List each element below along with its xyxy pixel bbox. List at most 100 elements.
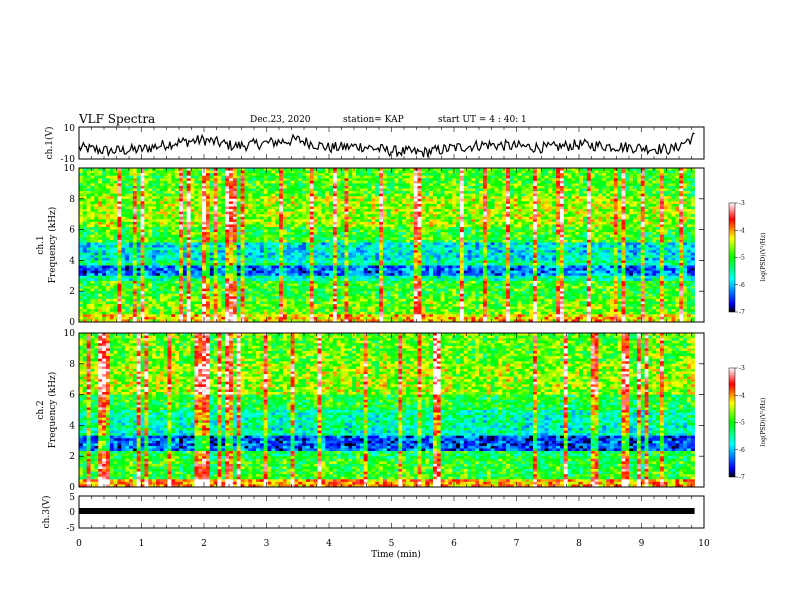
spectrogram-cell — [171, 196, 175, 199]
spectrogram-cell — [137, 196, 141, 199]
spectrogram-cell — [587, 176, 591, 179]
spectrogram-cell — [641, 178, 645, 181]
spectrogram-cell — [206, 186, 210, 189]
spectrogram-cell — [329, 194, 333, 197]
spectrogram-cell — [610, 183, 614, 186]
spectrogram-cell — [468, 199, 472, 202]
spectrogram-cell — [691, 191, 695, 194]
spectrogram-cell — [537, 189, 541, 192]
spectrogram-cell — [660, 189, 664, 192]
spectrogram-cell — [144, 178, 148, 181]
spectrogram-cell — [591, 191, 595, 194]
spectrogram-cell — [556, 189, 560, 192]
spectrogram-cell — [664, 171, 668, 174]
spectrogram-cell — [595, 183, 599, 186]
spectrogram-cell — [595, 186, 599, 189]
spectrogram-cell — [87, 173, 91, 176]
spectrogram-cell — [668, 194, 672, 197]
spectrogram-cell — [395, 181, 399, 184]
spectrogram-cell — [491, 181, 495, 184]
spectrogram-cell — [210, 194, 214, 197]
spectrogram-cell — [560, 196, 564, 199]
spectrogram-cell — [114, 181, 118, 184]
spectrogram-cell — [487, 176, 491, 179]
spectrogram-cell — [506, 194, 510, 197]
spectrogram-cell — [402, 194, 406, 197]
spectrogram-cell — [302, 199, 306, 202]
spectrogram-cell — [129, 196, 133, 199]
spectrogram-cell — [502, 196, 506, 199]
spectrogram-cell — [668, 171, 672, 174]
spectrogram-cell — [398, 191, 402, 194]
spectrogram-cell — [248, 201, 252, 204]
spectrogram-cell — [221, 196, 225, 199]
spectrogram-cell — [214, 199, 218, 202]
spectrogram-cell — [548, 196, 552, 199]
spectrogram-cell — [460, 183, 464, 186]
spectrogram-cell — [191, 189, 195, 192]
spectrogram-cell — [672, 194, 676, 197]
spectrogram-cell — [471, 196, 475, 199]
spectrogram-cell — [241, 194, 245, 197]
spectrogram-cell — [202, 178, 206, 181]
spectrogram-cell — [645, 191, 649, 194]
spectrogram-cell — [117, 186, 121, 189]
spectrogram-cell — [248, 181, 252, 184]
spectrogram-cell — [241, 178, 245, 181]
spectrogram-cell — [591, 201, 595, 204]
spectrogram-cell — [294, 171, 298, 174]
spectrogram-cell — [541, 201, 545, 204]
spectrogram-cell — [191, 201, 195, 204]
spectrogram-cell — [445, 191, 449, 194]
spectrogram-cell — [548, 189, 552, 192]
spectrogram-cell — [368, 191, 372, 194]
spectrogram-cell — [452, 173, 456, 176]
spectrogram-cell — [94, 178, 98, 181]
spectrogram-cell — [248, 189, 252, 192]
spectrogram-cell — [641, 176, 645, 179]
spectrogram-cell — [275, 171, 279, 174]
spectrogram-cell — [618, 178, 622, 181]
spectrogram-cell — [598, 176, 602, 179]
spectrogram-cell — [460, 201, 464, 204]
spectrogram-cell — [221, 173, 225, 176]
spectrogram-cell — [468, 173, 472, 176]
spectrogram-cell — [198, 171, 202, 174]
spectrogram-cell — [664, 173, 668, 176]
spectrogram-cell — [460, 176, 464, 179]
spectrogram-cell — [510, 178, 514, 181]
spectrogram-cell — [141, 189, 145, 192]
spectrogram-cell — [637, 191, 641, 194]
spectrogram-cell — [398, 189, 402, 192]
spectrogram-cell — [256, 173, 260, 176]
spectrogram-cell — [406, 178, 410, 181]
spectrogram-cell — [371, 201, 375, 204]
spectrogram-cell — [606, 199, 610, 202]
spectrogram-cell — [356, 186, 360, 189]
spectrogram-cell — [287, 199, 291, 202]
spectrogram-cell — [356, 171, 360, 174]
spectrogram-cell — [675, 183, 679, 186]
spectrogram-cell — [198, 183, 202, 186]
spectrogram-cell — [691, 171, 695, 174]
spectrogram-cell — [641, 183, 645, 186]
spectrogram-cell — [98, 199, 102, 202]
spectrogram-cell — [325, 183, 329, 186]
spectrogram-cell — [648, 196, 652, 199]
spectrogram-cell — [391, 191, 395, 194]
spectrogram-cell — [633, 176, 637, 179]
spectrogram-cell — [87, 191, 91, 194]
spectrogram-cell — [183, 178, 187, 181]
spectrogram-cell — [452, 186, 456, 189]
spectrogram-cell — [583, 186, 587, 189]
spectrogram-cell — [271, 199, 275, 202]
spectrogram-cell — [429, 189, 433, 192]
spectrogram-cell — [587, 199, 591, 202]
spectrogram-cell — [106, 189, 110, 192]
spectrogram-cell — [410, 178, 414, 181]
spectrogram-cell — [218, 189, 222, 192]
spectrogram-cell — [587, 183, 591, 186]
spectrogram-cell — [433, 194, 437, 197]
spectrogram-cell — [395, 173, 399, 176]
spectrogram-cell — [414, 183, 418, 186]
